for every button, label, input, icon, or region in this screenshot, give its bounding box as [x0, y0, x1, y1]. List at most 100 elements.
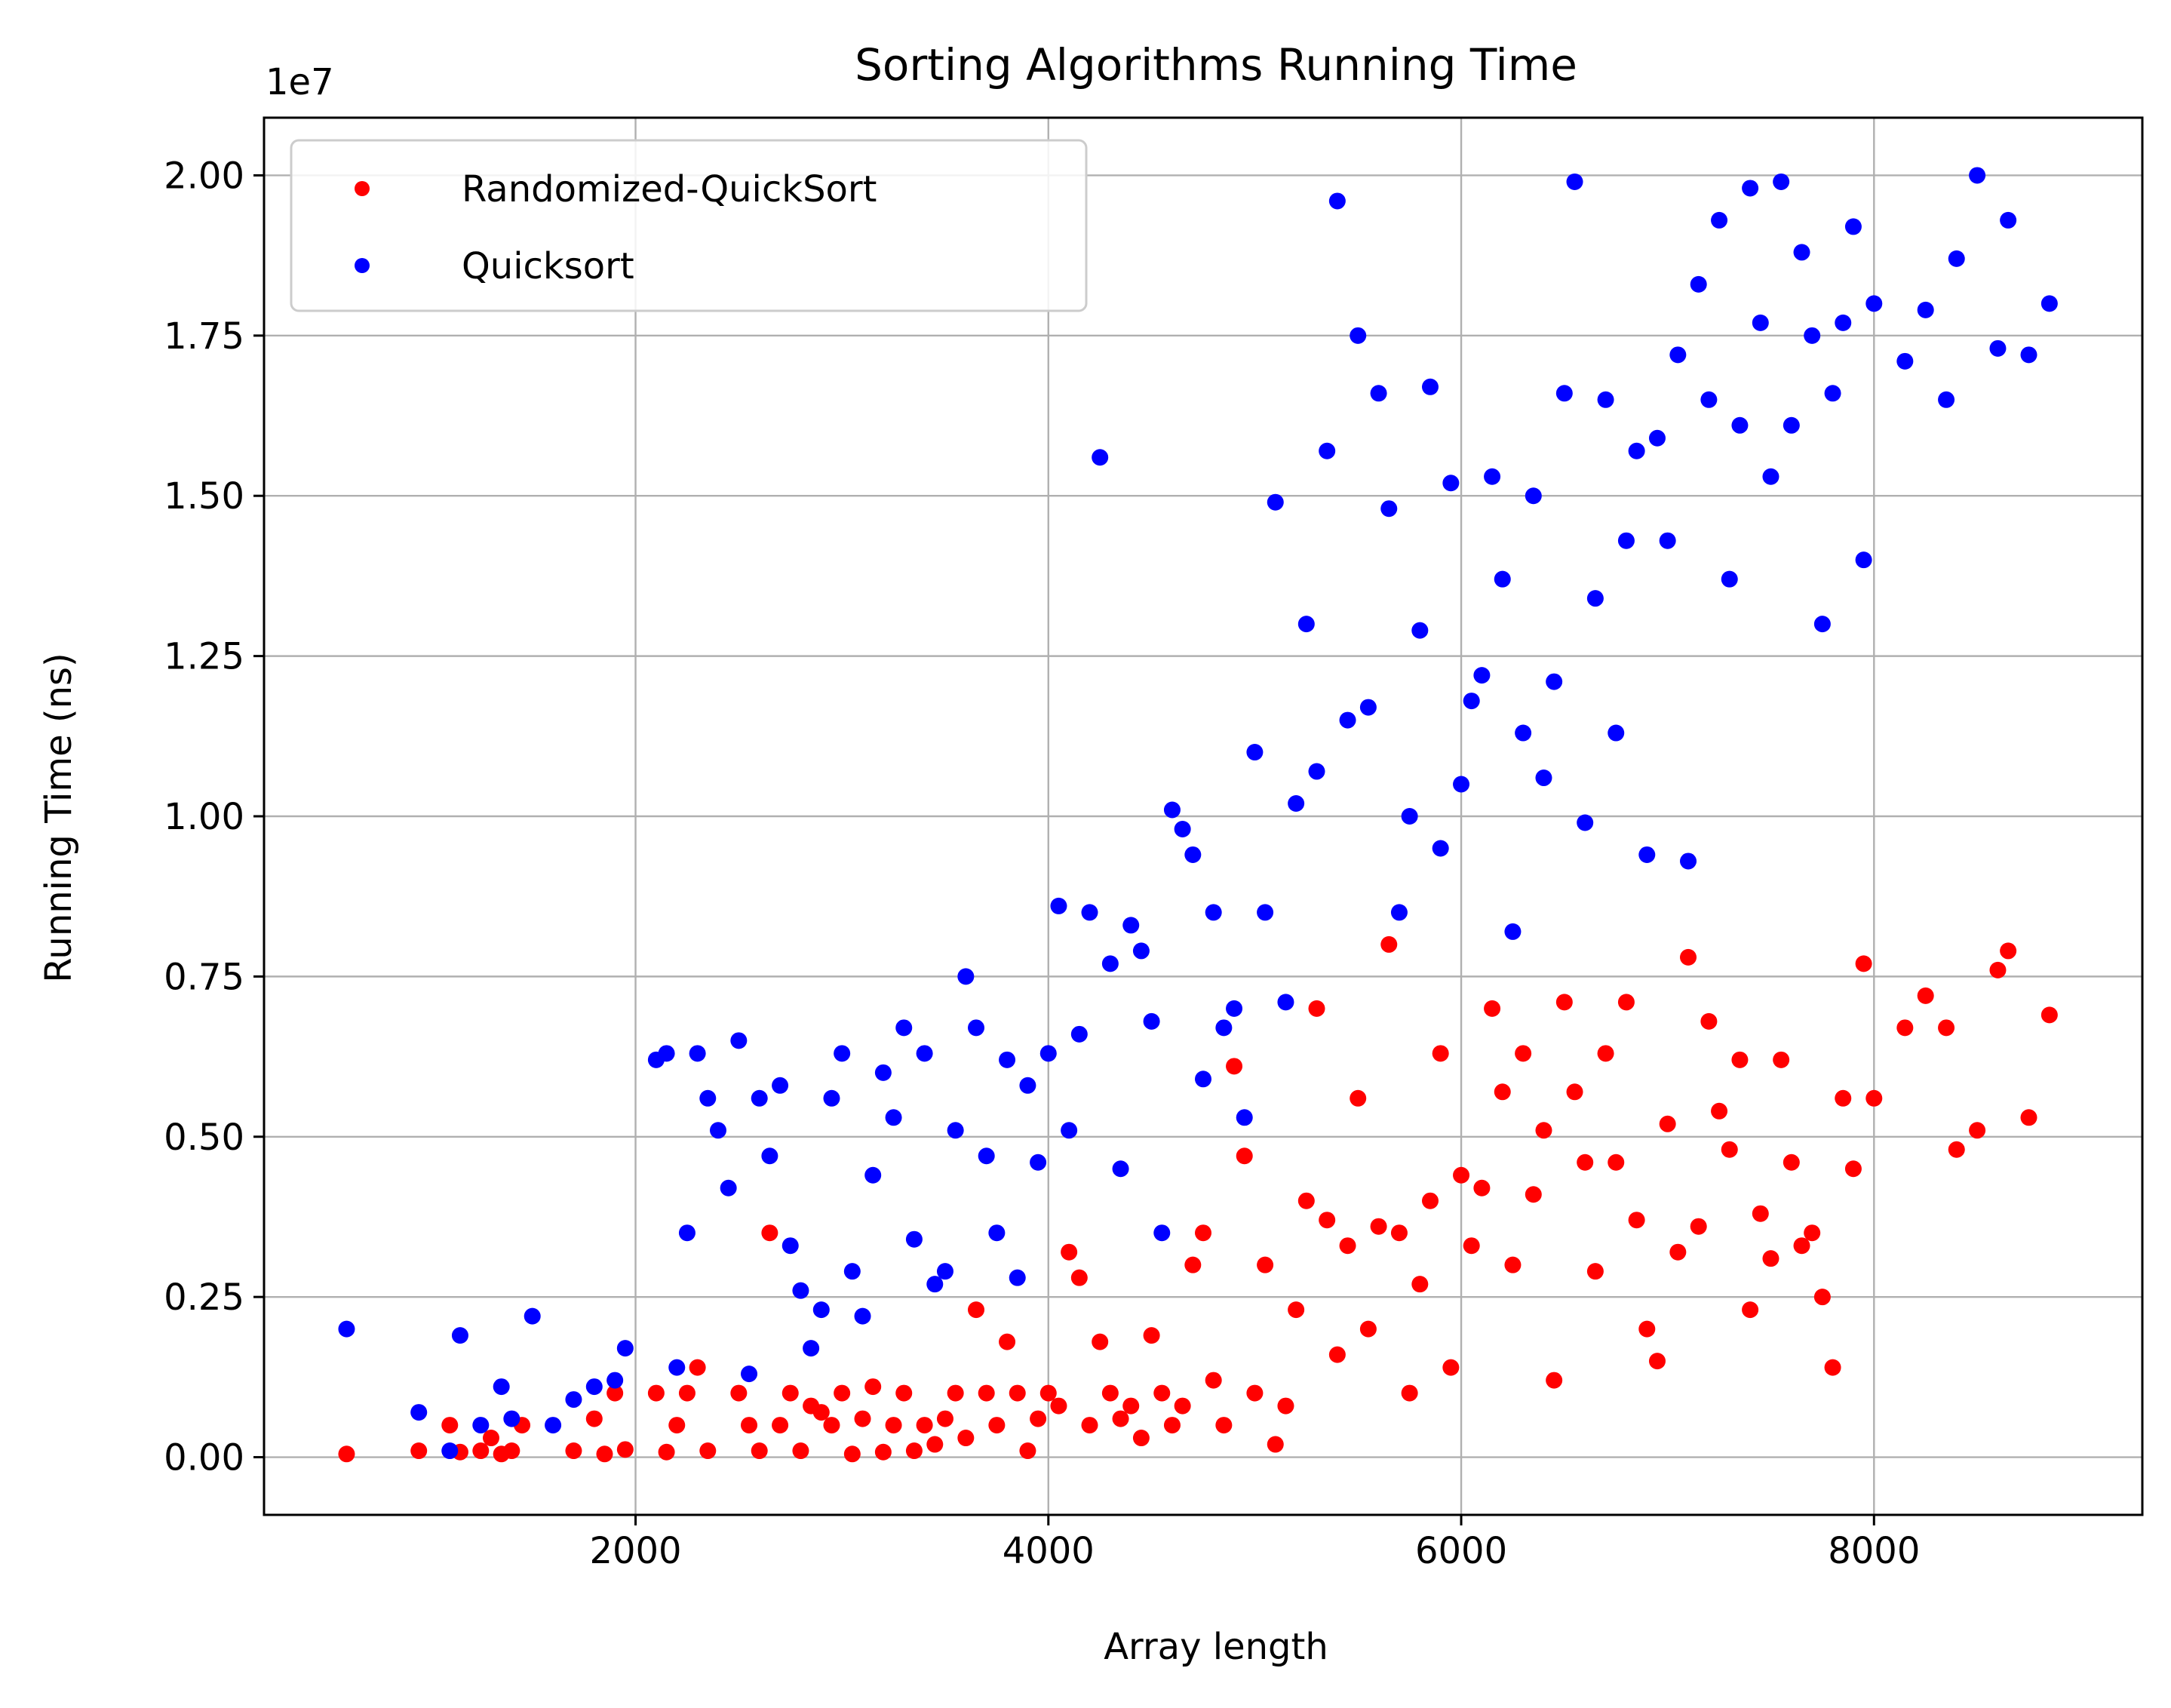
randomized-quicksort-point [1411, 1276, 1429, 1293]
quicksort-point [1432, 840, 1449, 857]
quicksort-point [1070, 1025, 1088, 1043]
quicksort-point [1195, 1071, 1211, 1088]
randomized-quicksort-point [895, 1384, 913, 1402]
quicksort-point [1628, 442, 1645, 459]
randomized-quicksort-point [741, 1417, 758, 1434]
quicksort-point [720, 1179, 737, 1197]
quicksort-point [545, 1417, 562, 1434]
quicksort-point [472, 1417, 490, 1434]
quicksort-point [957, 968, 975, 985]
quicksort-point [1690, 275, 1707, 293]
quicksort-point [1525, 487, 1542, 505]
y-offset-label: 1e7 [266, 61, 334, 103]
randomized-quicksort-point [585, 1410, 603, 1427]
randomized-quicksort-point [658, 1443, 675, 1461]
quicksort-point [741, 1365, 758, 1383]
quicksort-point [1442, 475, 1460, 492]
quicksort-point [895, 1019, 913, 1037]
randomized-quicksort-point [1350, 1089, 1367, 1107]
randomized-quicksort-point [1319, 1212, 1336, 1229]
randomized-quicksort-point [472, 1442, 490, 1460]
randomized-quicksort-point [1773, 1051, 1790, 1068]
randomized-quicksort-point [1061, 1243, 1078, 1261]
quicksort-point [834, 1045, 851, 1062]
quicksort-point [792, 1282, 809, 1299]
randomized-quicksort-point [1226, 1058, 1243, 1075]
quicksort-point [854, 1307, 871, 1325]
randomized-quicksort-point [1938, 1019, 1955, 1037]
quicksort-point [1783, 416, 1800, 434]
quicksort-point [1328, 192, 1346, 210]
quicksort-point [1308, 763, 1325, 780]
randomized-quicksort-point [968, 1301, 985, 1319]
randomized-quicksort-point [1504, 1256, 1522, 1273]
randomized-quicksort-point [751, 1442, 768, 1460]
quicksort-point [709, 1122, 726, 1139]
quicksort-point [843, 1263, 861, 1280]
quicksort-point [1865, 295, 1883, 312]
y-axis-label: Running Time (ns) [38, 653, 80, 983]
quicksort-point [1515, 724, 1532, 742]
quicksort-point [1081, 904, 1098, 921]
quicksort-point [1061, 1122, 1078, 1139]
quicksort-point [689, 1045, 706, 1062]
randomized-quicksort-point [606, 1384, 624, 1402]
quicksort-point [1019, 1077, 1036, 1094]
quicksort-point [1257, 904, 1274, 921]
randomized-quicksort-point [1370, 1218, 1387, 1235]
quicksort-point [1092, 449, 1109, 466]
quicksort-point [1215, 1019, 1233, 1037]
quicksort-point [1401, 808, 1418, 825]
randomized-quicksort-point [1711, 1102, 1728, 1120]
quicksort-point [616, 1340, 634, 1357]
randomized-quicksort-point [1308, 1000, 1325, 1017]
randomized-quicksort-point [1112, 1410, 1129, 1427]
quicksort-point [1566, 173, 1583, 190]
y-tick-label: 0.25 [164, 1276, 244, 1319]
quicksort-point [1597, 391, 1614, 408]
randomized-quicksort-point [1143, 1327, 1160, 1344]
randomized-quicksort-point [1050, 1397, 1067, 1415]
quicksort-point [751, 1089, 768, 1107]
randomized-quicksort-point [1257, 1256, 1274, 1273]
quicksort-point [658, 1045, 675, 1062]
quicksort-point [1370, 385, 1387, 402]
randomized-quicksort-point [1070, 1269, 1088, 1286]
y-tick-label: 2.00 [164, 155, 244, 197]
quicksort-point [565, 1391, 582, 1408]
randomized-quicksort-point [565, 1442, 582, 1460]
quicksort-point [823, 1089, 840, 1107]
randomized-quicksort-point [1473, 1179, 1491, 1197]
quicksort-point [947, 1122, 964, 1139]
quicksort-point [1390, 904, 1408, 921]
randomized-quicksort-point [1669, 1243, 1687, 1261]
randomized-quicksort-point [1442, 1359, 1460, 1376]
randomized-quicksort-point [647, 1384, 665, 1402]
quicksort-point [1473, 667, 1491, 684]
randomized-quicksort-point [1359, 1320, 1377, 1338]
quicksort-point [1752, 314, 1769, 331]
randomized-quicksort-point [441, 1417, 459, 1434]
randomized-quicksort-point [1390, 1224, 1408, 1242]
y-tick-label: 1.00 [164, 796, 244, 838]
quicksort-point [441, 1442, 459, 1460]
randomized-quicksort-point [947, 1384, 964, 1402]
randomized-quicksort-point [1205, 1372, 1222, 1389]
quicksort-point [936, 1263, 953, 1280]
randomized-quicksort-point [1339, 1237, 1356, 1255]
quicksort-point [1721, 570, 1738, 588]
legend: Randomized-QuickSort Quicksort [290, 139, 1088, 312]
quicksort-point [1648, 429, 1666, 447]
legend-box [290, 139, 1088, 312]
quicksort-point [1711, 211, 1728, 229]
quicksort-point [1163, 801, 1181, 819]
randomized-quicksort-point [1680, 948, 1697, 966]
randomized-quicksort-point [823, 1417, 840, 1434]
quicksort-point [1236, 1109, 1253, 1126]
quicksort-point [668, 1359, 686, 1376]
randomized-quicksort-point [1432, 1045, 1449, 1062]
randomized-quicksort-point [1638, 1320, 1656, 1338]
randomized-quicksort-point [812, 1404, 830, 1421]
quicksort-point [1288, 795, 1305, 813]
randomized-quicksort-point [1690, 1218, 1707, 1235]
